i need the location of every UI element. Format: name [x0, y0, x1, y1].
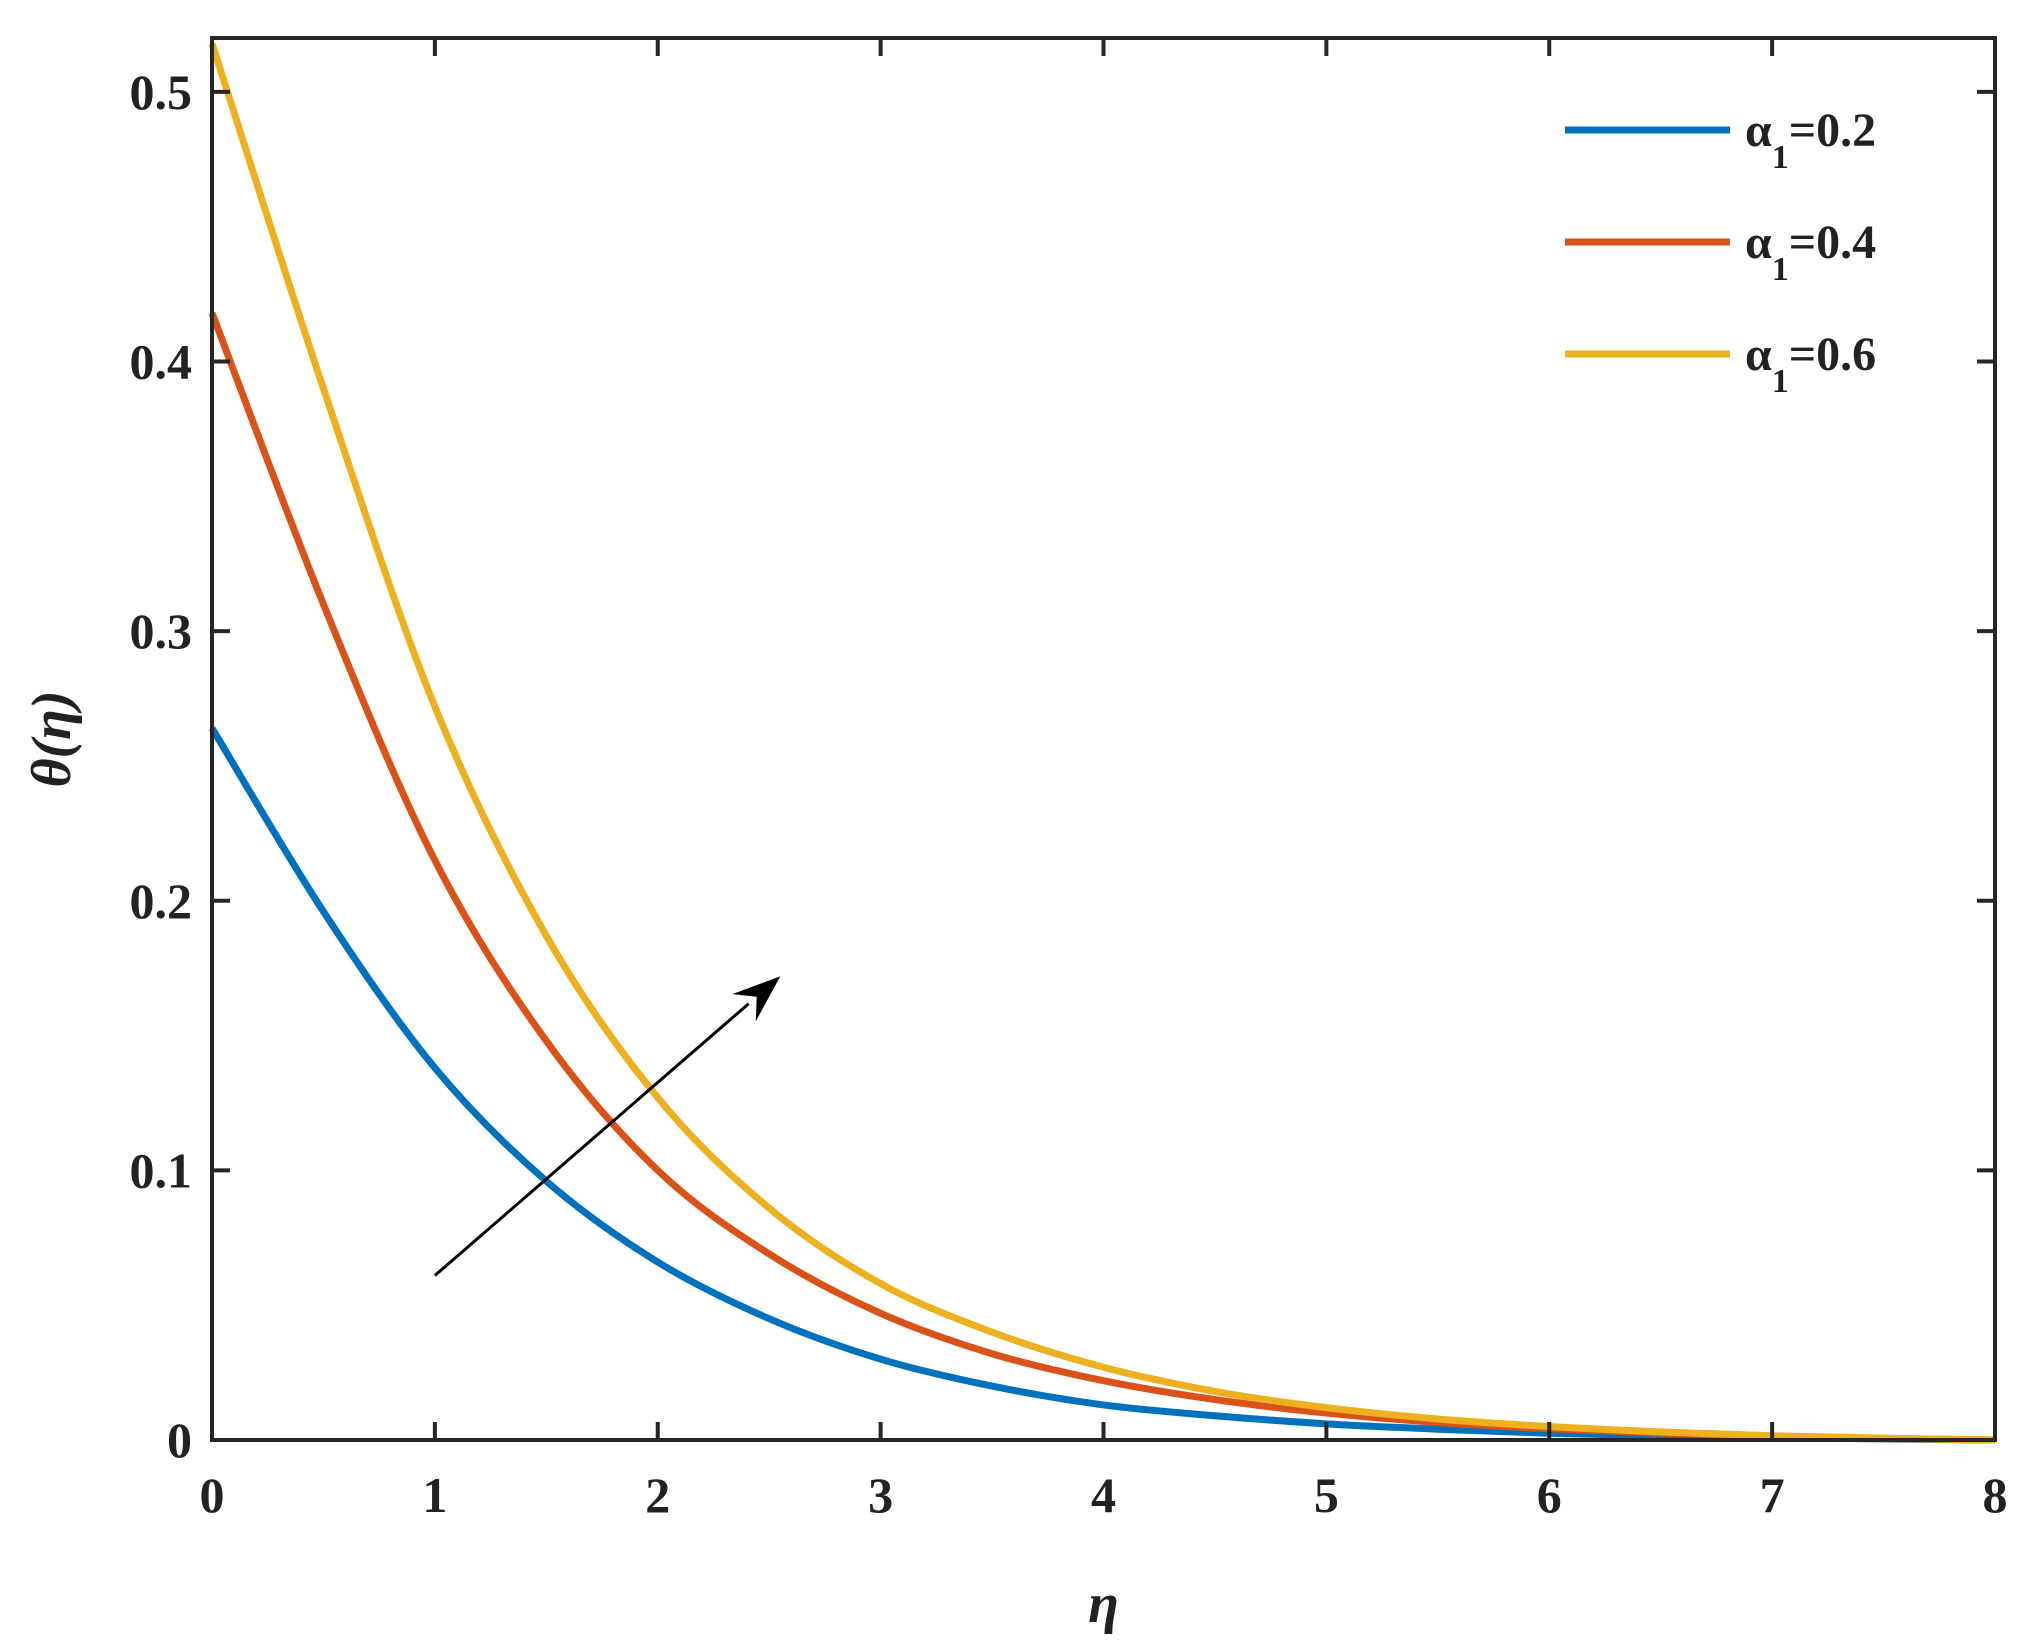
legend-value: =0.2 — [1789, 104, 1876, 157]
legend-item-3: α1=0.6 — [1565, 328, 1876, 400]
x-tick-label: 4 — [1091, 1467, 1116, 1523]
x-tick-label: 8 — [1983, 1467, 2008, 1523]
legend-item-2: α1=0.4 — [1565, 216, 1876, 288]
x-tick-labels: 0 1 2 3 4 5 6 7 8 — [200, 1467, 2008, 1523]
legend-item-1: α1=0.2 — [1565, 104, 1876, 176]
x-tick-label: 6 — [1537, 1467, 1562, 1523]
y-axis-label: θ(η) — [21, 690, 83, 787]
legend-subscript: 1 — [1772, 251, 1789, 288]
x-tick-label: 7 — [1760, 1467, 1785, 1523]
legend-symbol: α — [1745, 104, 1772, 157]
legend-value: =0.4 — [1789, 216, 1876, 269]
legend-value: =0.6 — [1789, 328, 1876, 381]
y-tick-label: 0.4 — [130, 334, 193, 390]
arrow-annotation-head — [732, 976, 781, 1022]
legend-subscript: 1 — [1772, 139, 1789, 176]
y-tick-label: 0 — [167, 1412, 192, 1468]
y-tick-label: 0.2 — [130, 873, 193, 929]
plot-background — [212, 38, 1995, 1440]
tick-marks — [210, 38, 1997, 1442]
legend-label: α1=0.2 — [1745, 104, 1876, 176]
x-tick-label: 2 — [645, 1467, 670, 1523]
x-axis-label: η — [1088, 1573, 1119, 1635]
legend-label: α1=0.4 — [1745, 216, 1876, 288]
y-tick-label: 0.1 — [130, 1142, 193, 1198]
x-tick-label: 5 — [1314, 1467, 1339, 1523]
y-tick-labels: 0 0.1 0.2 0.3 0.4 0.5 — [130, 64, 193, 1468]
x-tick-label: 0 — [200, 1467, 225, 1523]
series-layer — [208, 42, 1996, 1444]
plot-area — [208, 36, 1997, 1444]
annotation-layer — [433, 976, 781, 1277]
legend-subscript: 1 — [1772, 363, 1789, 400]
legend-label: α1=0.6 — [1745, 328, 1876, 400]
x-tick-label: 1 — [422, 1467, 447, 1523]
y-tick-label: 0.3 — [130, 603, 193, 659]
y-tick-label: 0.5 — [130, 64, 193, 120]
legend-symbol: α — [1745, 216, 1772, 269]
legend-symbol: α — [1745, 328, 1772, 381]
legend: α1=0.2α1=0.4α1=0.6 — [1565, 104, 1876, 400]
series-line-3 — [208, 42, 1996, 1444]
x-tick-label: 3 — [868, 1467, 893, 1523]
arrow-annotation-shaft — [433, 1002, 750, 1277]
